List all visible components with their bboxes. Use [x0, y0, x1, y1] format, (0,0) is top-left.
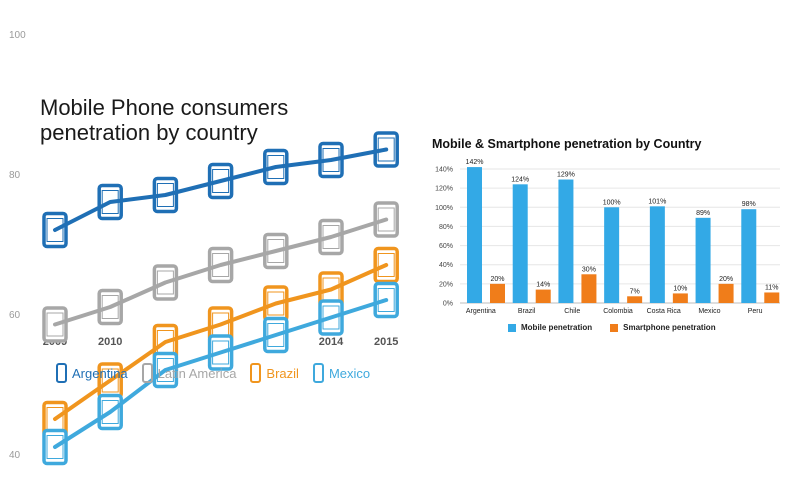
series-line — [53, 263, 389, 421]
data-label: 30% — [582, 266, 596, 273]
data-label: 100% — [603, 199, 621, 206]
data-label: 89% — [696, 210, 710, 217]
bar-mobile — [695, 217, 711, 303]
legend-item: Mobile penetration — [508, 323, 592, 332]
legend-label: Mobile penetration — [521, 323, 593, 332]
y-tick-label: 60% — [439, 243, 453, 250]
series-line — [53, 147, 389, 232]
x-tick-label: Costa Rica — [647, 308, 681, 315]
bar-chart-title: Mobile & Smartphone penetration by Count… — [432, 137, 702, 151]
phone-icon — [141, 363, 153, 383]
y-tick-label: 40% — [439, 262, 453, 269]
x-tick-label: Colombia — [603, 308, 633, 315]
y-tick-label: 0% — [443, 301, 453, 308]
bar-chart: 0% 20% 40% 60% 80% 100% 120% 140% 142% 20% Argenti… — [435, 159, 780, 315]
x-tick-label: 2014 — [319, 336, 344, 348]
data-label: 10% — [673, 285, 687, 292]
bar-mobile — [512, 184, 528, 303]
bar-mobile — [741, 209, 757, 303]
series-line — [53, 298, 389, 449]
y-tick-label: 140% — [435, 167, 453, 174]
x-tick-label: Mexico — [698, 308, 720, 315]
x-tick-label: Argentina — [466, 308, 496, 315]
data-label: 11% — [765, 284, 779, 291]
bar-smartphone — [535, 289, 551, 303]
bar-mobile — [467, 167, 482, 303]
x-tick-label: Chile — [564, 308, 580, 315]
legend-item: Brazil — [250, 363, 299, 383]
y-tick-label: 120% — [435, 186, 453, 193]
phone-icon — [312, 363, 324, 383]
x-tick-label: Brazil — [518, 308, 536, 315]
data-label: 142% — [466, 159, 484, 166]
bar-smartphone — [764, 292, 780, 303]
y-tick-label: 80% — [439, 224, 453, 231]
bar-smartphone — [581, 274, 597, 303]
bar-mobile — [649, 206, 665, 303]
series-latin_america — [42, 201, 399, 343]
y-tick-label: 60 — [9, 310, 21, 321]
data-label: 98% — [742, 201, 756, 208]
series-argentina — [42, 131, 399, 249]
series-brazil — [42, 246, 399, 438]
legend-swatch — [610, 323, 619, 332]
legend-label: Latin America — [157, 365, 237, 381]
y-tick-label: 100% — [435, 205, 453, 212]
legend-item: Latin America — [141, 363, 237, 383]
y-tick-label: 40 — [9, 450, 21, 461]
legend-item: Smartphone penetration — [610, 323, 716, 332]
line-chart: 1008060402009201020112012201320142015 — [9, 30, 399, 466]
legend-label: Smartphone penetration — [623, 323, 716, 332]
series-line — [53, 217, 389, 327]
legend-label: Brazil — [266, 365, 299, 381]
data-label: 7% — [630, 288, 640, 295]
x-tick-label: 2015 — [374, 336, 398, 348]
legend-swatch — [508, 323, 516, 332]
phone-icon — [250, 363, 262, 383]
line-chart-title: Mobile Phone consumers penetration by co… — [40, 95, 289, 145]
y-tick-label: 20% — [439, 281, 453, 288]
bar-mobile — [558, 179, 574, 303]
phone-icon — [56, 363, 67, 383]
bar-smartphone — [490, 283, 505, 303]
legend-label: Argentina — [72, 365, 128, 381]
x-tick-label: Peru — [748, 308, 763, 315]
legend-item: Mexico — [312, 363, 371, 383]
x-tick-label: 2010 — [98, 336, 122, 348]
bar-mobile — [604, 207, 620, 303]
series-mexico — [42, 281, 399, 466]
legend-item: Argentina — [56, 363, 128, 383]
y-tick-label: 80 — [9, 170, 21, 181]
data-label: 20% — [490, 276, 504, 283]
legend-label: Mexico — [328, 365, 371, 381]
line-chart-legend: Argentina Latin America Brazil Mexico — [56, 360, 384, 386]
y-tick-label: 100 — [9, 30, 26, 41]
data-label: 20% — [719, 276, 733, 283]
data-label: 14% — [536, 282, 550, 289]
bar-chart-legend: Mobile penetration Smartphone penetration — [508, 323, 734, 332]
bar-smartphone — [672, 293, 688, 303]
bar-smartphone — [627, 296, 643, 303]
bar-smartphone — [718, 283, 734, 303]
data-label: 124% — [511, 176, 529, 183]
data-label: 101% — [648, 198, 666, 205]
data-label: 129% — [557, 172, 575, 179]
